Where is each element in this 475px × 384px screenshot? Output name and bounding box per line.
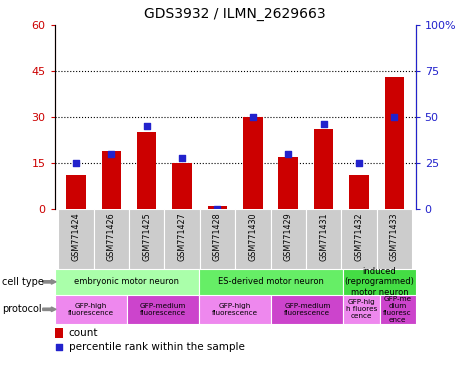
Point (355, 160, 363, 166)
Text: GFP-high
fluorescence: GFP-high fluorescence (212, 303, 258, 316)
Bar (306, 209, 342, 269)
Bar (380, 295, 416, 324)
Point (143, 123, 151, 129)
Bar (129, 209, 164, 269)
Point (285, 151, 292, 157)
Text: GSM771424: GSM771424 (71, 212, 80, 261)
Point (178, 155, 186, 161)
Point (214, 206, 221, 212)
Text: cell type: cell type (2, 277, 44, 287)
Text: GFP-medium
fluorescence: GFP-medium fluorescence (140, 303, 186, 316)
Text: GSM771427: GSM771427 (178, 212, 187, 261)
Bar (271, 209, 306, 269)
Bar (94, 209, 129, 269)
Bar (343, 295, 380, 324)
Text: protocol: protocol (2, 304, 42, 314)
Text: GFP-high
fluorescence: GFP-high fluorescence (67, 303, 114, 316)
Bar (137, 132, 156, 209)
Title: GDS3932 / ILMN_2629663: GDS3932 / ILMN_2629663 (144, 7, 326, 21)
Text: percentile rank within the sample: percentile rank within the sample (68, 342, 245, 352)
Bar (235, 209, 271, 269)
Text: GSM771430: GSM771430 (248, 212, 257, 261)
Bar (349, 175, 369, 209)
Text: GSM771432: GSM771432 (354, 212, 363, 261)
Bar (66, 175, 86, 209)
Bar (55, 328, 64, 338)
Bar (271, 295, 343, 324)
Bar (199, 269, 343, 295)
Bar (200, 209, 235, 269)
Point (72, 160, 80, 166)
Point (390, 114, 398, 120)
Bar (243, 117, 263, 209)
Point (320, 121, 327, 127)
Text: GFP-medium
fluorescence: GFP-medium fluorescence (284, 303, 331, 316)
Text: GSM771429: GSM771429 (284, 212, 293, 261)
Bar (102, 151, 121, 209)
Bar (127, 295, 199, 324)
Bar (172, 163, 192, 209)
Bar (208, 206, 227, 209)
Bar (385, 77, 404, 209)
Text: embryonic motor neuron: embryonic motor neuron (74, 277, 180, 286)
Bar (164, 209, 200, 269)
Text: GSM771431: GSM771431 (319, 212, 328, 261)
Bar (55, 269, 199, 295)
Text: GFP-hig
h fluores
cence: GFP-hig h fluores cence (346, 299, 377, 319)
Text: GSM771425: GSM771425 (142, 212, 151, 261)
Text: GSM771426: GSM771426 (107, 212, 116, 261)
Text: induced
(reprogrammed)
motor neuron: induced (reprogrammed) motor neuron (344, 267, 415, 297)
Point (249, 114, 256, 120)
Bar (55, 295, 127, 324)
Bar (343, 269, 416, 295)
Text: ES-derived motor neuron: ES-derived motor neuron (218, 277, 324, 286)
Bar (199, 295, 271, 324)
Text: GSM771433: GSM771433 (390, 212, 399, 261)
Bar (278, 157, 298, 209)
Bar (314, 129, 333, 209)
Point (107, 151, 115, 157)
Bar (377, 209, 412, 269)
Text: GFP-me
dium
fluoresc
ence: GFP-me dium fluoresc ence (383, 296, 412, 323)
Bar (342, 209, 377, 269)
Text: GSM771428: GSM771428 (213, 212, 222, 261)
Text: count: count (68, 328, 98, 338)
Bar (58, 209, 94, 269)
Point (55, 344, 63, 350)
